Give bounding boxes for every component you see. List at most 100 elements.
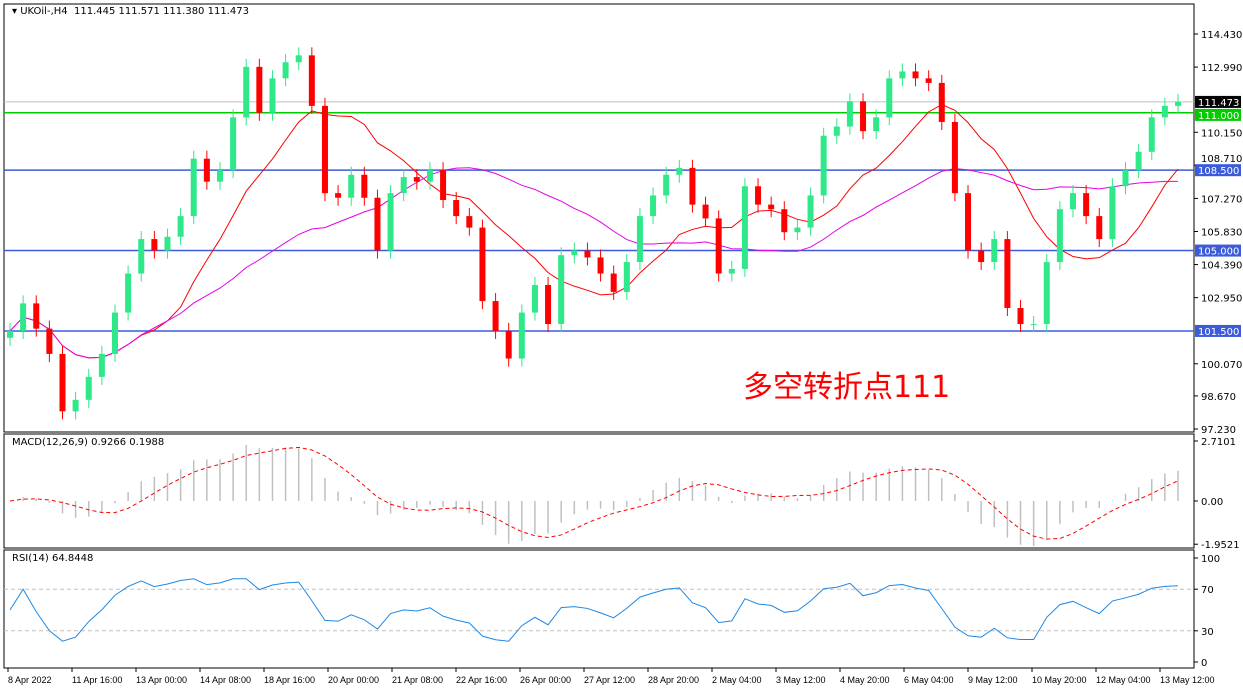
candle-body [33,303,40,329]
rsi-title: RSI(14) 64.8448 [12,553,94,564]
candle-body [702,204,709,219]
candle-body [938,82,945,122]
level-label: 108.500 [1198,166,1239,177]
candle-body [46,328,53,354]
candle-body [860,101,867,132]
price-tick-label: 97.230 [1201,425,1236,436]
time-tick-label: 13 Apr 00:00 [136,675,187,685]
candle-body [925,78,932,83]
price-tick-label: 108.710 [1201,154,1242,165]
candle-body [558,255,565,325]
candle-body [7,330,13,338]
macd-tick-label: 2.7101 [1201,437,1236,448]
time-tick-label: 2 May 04:00 [712,675,762,685]
price-tick-label: 105.830 [1201,228,1242,239]
rsi-panel [3,549,1195,669]
level-badge [1195,324,1241,337]
candle-body [610,273,617,292]
candle-body [912,71,919,79]
candle-body [951,121,958,194]
candle-body [807,195,814,228]
candle-body [256,66,263,113]
candle-body [886,78,893,118]
ma-slow-line [9,167,1179,359]
candle-body [715,218,722,274]
candle-body [1122,170,1129,187]
candle-body [413,177,420,182]
candle-body [1070,193,1077,210]
candle-body [1175,101,1181,106]
ma-fast-line [9,103,1179,359]
candle-body [321,105,328,194]
candle-body [899,71,906,79]
candle-body [623,262,630,292]
time-tick-label: 13 May 12:00 [1160,675,1215,685]
candle-body [164,236,171,251]
candle-body [151,239,158,251]
level-label: 105.000 [1198,247,1239,258]
macd-title: MACD(12,26,9) 0.9266 0.1988 [12,437,165,448]
time-tick-label: 20 Apr 00:00 [328,675,379,685]
time-tick-label: 4 May 20:00 [840,675,890,685]
current-price-badge [1195,95,1241,108]
candle-body [295,55,302,63]
candle-body [1030,324,1037,326]
candle-body [374,197,381,251]
annotation-text: 多空转折点111 [743,370,951,405]
candle-body [85,376,92,400]
time-tick-label: 21 Apr 08:00 [392,675,443,685]
candle-body [98,353,105,377]
candle-body [846,101,853,127]
time-tick-label: 3 May 12:00 [776,675,826,685]
candle-body [741,186,748,269]
current-price-label: 111.473 [1198,98,1239,109]
rsi-tick-label: 30 [1201,627,1214,638]
macd-panel [3,433,1195,549]
candle-body [663,174,670,196]
candle-body [965,193,972,251]
candle-body [479,227,486,302]
candle-body [1004,239,1011,308]
candle-body [308,55,315,106]
candle-body [492,301,499,331]
candle-body [991,239,998,263]
ohlc-readout: 111.445 111.571 111.380 111.473 [74,6,249,17]
symbol-label: UKOil-,H4 [20,6,68,17]
level-label: 111.000 [1198,111,1239,122]
candle-body [833,126,840,136]
candle-body [781,209,788,233]
price-tick-label: 102.950 [1201,294,1242,305]
candle-body [230,117,237,171]
candle-body [545,285,552,325]
candle-body [282,62,289,79]
price-tick-label: 114.430 [1201,30,1242,41]
candle-body [1161,105,1168,118]
macd-tick-label: 0.00 [1201,497,1223,508]
time-tick-label: 26 Apr 00:00 [520,675,571,685]
candle-body [453,200,460,217]
time-tick-label: 14 Apr 08:00 [200,675,251,685]
candle-body [177,216,184,237]
candle-body [190,158,197,217]
candle-body [768,204,775,210]
rsi-line [9,578,1179,642]
candle-body [111,312,118,354]
level-label: 101.500 [1198,327,1239,338]
candle-body [597,257,604,274]
candle-body [400,177,407,194]
candle-body [387,193,394,251]
candle-body [820,135,827,196]
chart-title: ▾ UKOil-,H4 111.445 111.571 111.380 111.… [12,6,249,17]
candle-body [1043,262,1050,325]
time-tick-label: 18 Apr 16:00 [264,675,315,685]
price-tick-label: 98.670 [1201,392,1236,403]
candle-body [1056,209,1063,263]
time-tick-label: 27 Apr 12:00 [584,675,635,685]
candle-body [676,167,683,175]
rsi-tick-label: 0 [1201,658,1207,669]
time-tick-label: 22 Apr 16:00 [456,675,507,685]
level-badge [1195,164,1241,177]
time-tick-label: 8 Apr 2022 [8,675,52,685]
candle-body [440,170,447,201]
